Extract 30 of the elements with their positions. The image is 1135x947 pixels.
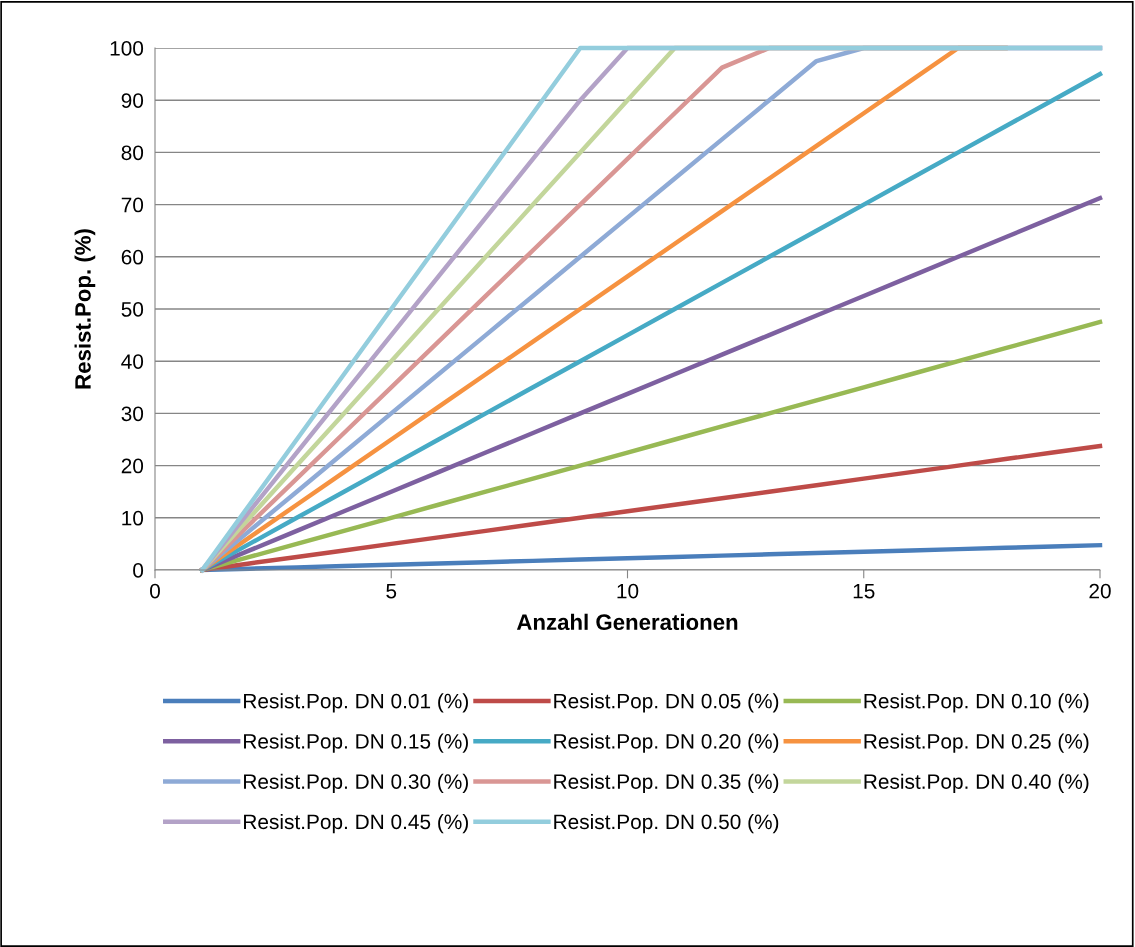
x-tick-label: 5 [386,583,397,599]
y-tick-label: 50 [121,302,144,317]
x-tick-label: 15 [853,583,875,599]
legend-label: Resist.Pop. DN 0.40 (%) [864,773,1089,794]
legend-label: Resist.Pop. DN 0.10 (%) [864,693,1089,713]
x-axis-title: Anzahl Generationen [516,613,738,631]
legend-label: Resist.Pop. DN 0.45 (%) [244,813,468,834]
y-tick-label: 20 [121,458,144,474]
y-tick-label: 60 [121,249,144,265]
x-tick-label: 0 [150,583,160,599]
legend-label: Resist.Pop. DN 0.20 (%) [554,733,779,753]
x-tick-label: 10 [617,583,639,599]
y-tick-label: 80 [121,145,144,161]
y-axis-title: Resist.Pop. (%) [74,229,96,389]
y-tick-label: 10 [122,510,144,526]
y-tick-label: 30 [121,406,144,422]
legend-label: Resist.Pop. DN 0.01 (%) [244,693,468,713]
legend-label: Resist.Pop. DN 0.25 (%) [864,733,1089,753]
x-tick-label: 20 [1089,583,1111,599]
y-tick-label: 40 [121,354,144,369]
y-tick-label: 0 [133,563,144,578]
legend-label: Resist.Pop. DN 0.50 (%) [554,813,779,834]
y-tick-label: 70 [121,197,144,213]
y-tick-label: 100 [110,41,144,56]
y-tick-label: 90 [121,93,144,108]
legend-label: Resist.Pop. DN 0.35 (%) [554,773,779,794]
legend-label: Resist.Pop. DN 0.15 (%) [244,733,468,753]
legend-label: Resist.Pop. DN 0.05 (%) [554,693,779,713]
line-series [200,195,1103,573]
legend-label: Resist.Pop. DN 0.30 (%) [244,773,468,794]
